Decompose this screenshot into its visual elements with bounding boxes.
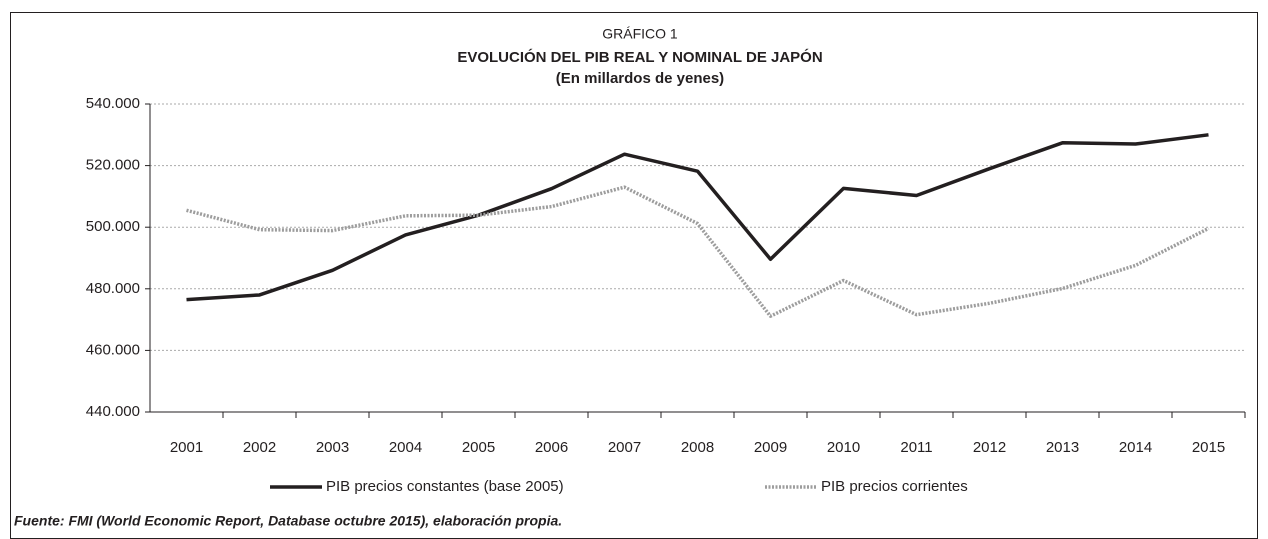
frame (10, 12, 1258, 539)
y-tick-label: 440.000 (86, 403, 140, 420)
x-tick-label: 2010 (827, 439, 860, 456)
series-line (186, 185, 1210, 318)
source-note: Fuente: FMI (World Economic Report, Data… (14, 513, 562, 529)
x-tick-label: 2014 (1119, 439, 1152, 456)
x-tick-label: 2001 (170, 439, 203, 456)
x-tick-label: 2013 (1046, 439, 1079, 456)
chart-subtitle: (En millardos de yenes) (556, 70, 724, 87)
y-tick-label: 540.000 (86, 95, 140, 112)
x-tick-label: 2008 (681, 439, 714, 456)
series-line (186, 133, 1209, 302)
y-tick-label: 460.000 (86, 341, 140, 358)
x-tick-label: 2007 (608, 439, 641, 456)
x-tick-label: 2003 (316, 439, 349, 456)
x-tick-label: 2006 (535, 439, 568, 456)
x-tick-label: 2012 (973, 439, 1006, 456)
legend-label: PIB precios corrientes (821, 478, 968, 495)
x-tick-label: 2005 (462, 439, 495, 456)
x-tick-label: 2004 (389, 439, 422, 456)
chart-kicker: GRÁFICO 1 (602, 26, 678, 42)
legend-label: PIB precios constantes (base 2005) (326, 478, 564, 495)
y-tick-label: 500.000 (86, 218, 140, 235)
chart-title: EVOLUCIÓN DEL PIB REAL Y NOMINAL DE JAPÓ… (457, 48, 822, 66)
x-tick-label: 2011 (900, 439, 932, 456)
x-tick-label: 2009 (754, 439, 787, 456)
y-tick-label: 480.000 (86, 280, 140, 297)
y-tick-label: 520.000 (86, 157, 140, 174)
x-tick-label: 2002 (243, 439, 276, 456)
x-tick-label: 2015 (1192, 439, 1225, 456)
